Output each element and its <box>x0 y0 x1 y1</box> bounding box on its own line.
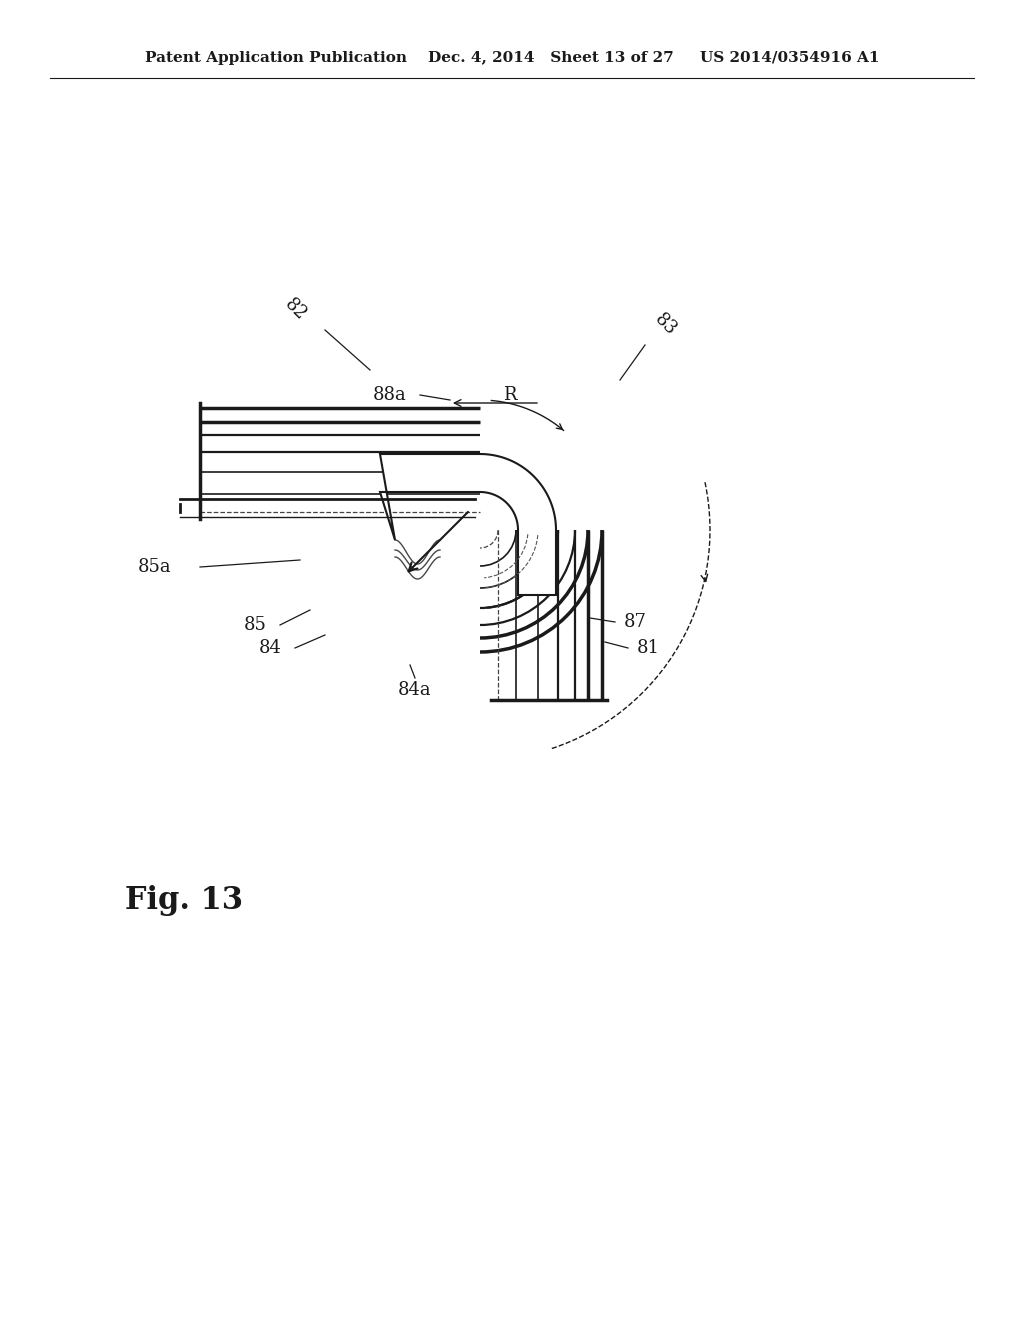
Text: 87: 87 <box>624 612 646 631</box>
Text: 85a: 85a <box>138 558 172 576</box>
Text: Patent Application Publication    Dec. 4, 2014   Sheet 13 of 27     US 2014/0354: Patent Application Publication Dec. 4, 2… <box>144 51 880 65</box>
Text: Fig. 13: Fig. 13 <box>125 884 243 916</box>
Text: 88a: 88a <box>373 385 407 404</box>
Text: 84: 84 <box>259 639 282 657</box>
Text: 84a: 84a <box>398 681 432 700</box>
Polygon shape <box>380 454 556 595</box>
Text: 81: 81 <box>637 639 659 657</box>
Text: R: R <box>503 385 517 404</box>
Text: 85: 85 <box>244 616 266 634</box>
Text: 83: 83 <box>650 310 680 339</box>
Text: 82: 82 <box>281 296 309 325</box>
